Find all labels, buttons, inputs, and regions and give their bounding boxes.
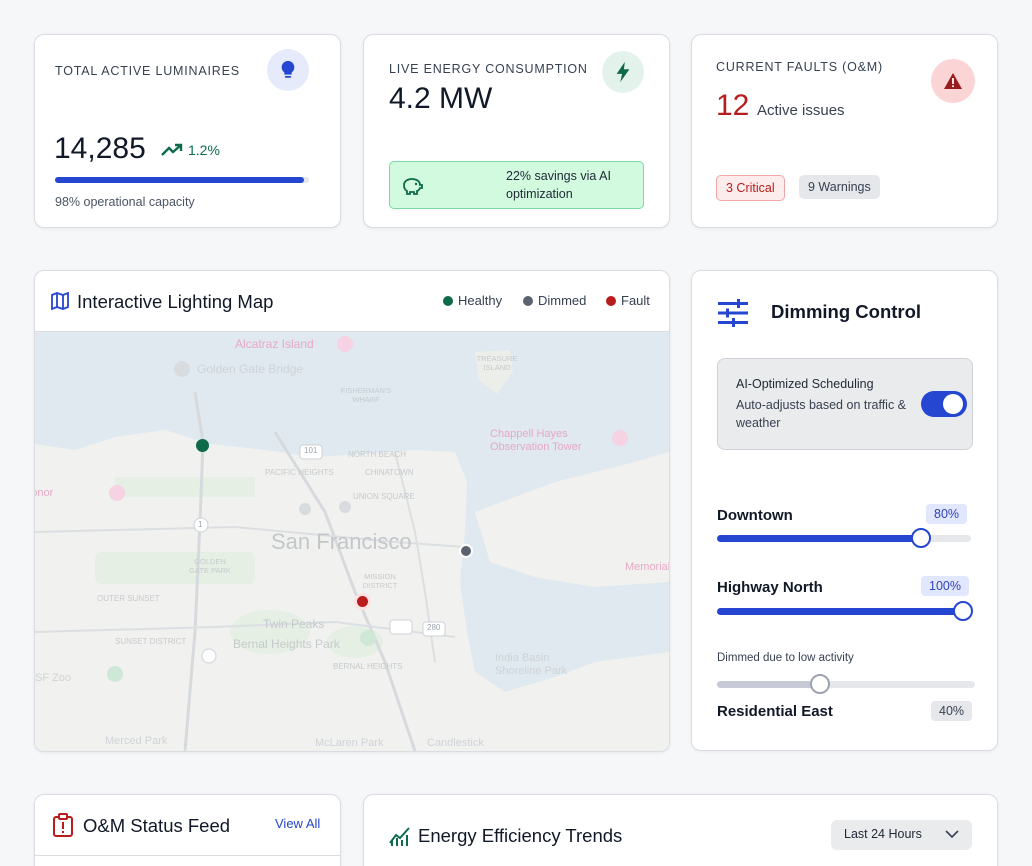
energy-value: 4.2 MW	[389, 82, 493, 115]
toggle-knob	[943, 394, 963, 414]
savings-banner: 22% savings via AI optimization	[389, 161, 644, 209]
map-label-outer-sunset: OUTER SUNSET	[97, 594, 160, 603]
map-label-bernal-heights: BERNAL HEIGHTS	[333, 662, 403, 671]
faults-suffix: Active issues	[757, 102, 845, 119]
ai-scheduling-title: AI-Optimized Scheduling	[736, 377, 874, 391]
trend-up: 1.2%	[160, 142, 220, 158]
dimming-card: Dimming Control AI-Optimized Scheduling …	[691, 270, 998, 751]
zone-downtown-value: 80%	[926, 504, 968, 524]
map-label-zoo: SF Zoo	[35, 672, 72, 684]
range-select[interactable]: Last 24 Hours	[831, 820, 972, 850]
map-label-chinatown: CHINATOWN	[365, 468, 414, 477]
zone-downtown-thumb[interactable]	[911, 528, 931, 548]
legend-healthy: Healthy	[443, 293, 502, 308]
bulb-icon	[267, 49, 309, 91]
clipboard-alert-icon	[53, 813, 73, 837]
map-label-mission: MISSION DISTRICT	[362, 572, 398, 590]
trend-up-icon	[161, 143, 183, 156]
dimming-title: Dimming Control	[771, 301, 922, 322]
map-label-union-square: UNION SQUARE	[353, 492, 415, 501]
zone-highway-thumb[interactable]	[953, 601, 973, 621]
faults-card: CURRENT FAULTS (O&M) 12 Active issues 3 …	[691, 34, 998, 228]
luminaires-label: TOTAL ACTIVE LUMINAIRES	[55, 64, 240, 78]
map-label-india-basin: India Basin Shoreline Park	[495, 652, 568, 677]
zone-residential-note: Dimmed due to low activity	[717, 652, 854, 664]
ai-scheduling-toggle[interactable]	[921, 391, 967, 417]
map-label-treasure: TREASURE ISLAND	[476, 354, 518, 372]
feed-divider	[35, 855, 340, 856]
capacity-caption: 98% operational capacity	[55, 195, 195, 209]
view-all-link[interactable]: View All	[275, 816, 321, 831]
critical-badge[interactable]: 3 Critical	[716, 175, 785, 201]
zone-residential-thumb[interactable]	[810, 674, 830, 694]
energy-label: LIVE ENERGY CONSUMPTION	[389, 62, 588, 76]
legend-dimmed: Dimmed	[523, 293, 586, 308]
legend-fault: Fault	[606, 293, 650, 308]
zone-downtown-label: Downtown	[717, 507, 793, 524]
map-icon	[51, 292, 69, 310]
map-label-golden-gate-park: GOLDEN GATE PARK	[189, 557, 231, 575]
map-label-mclaren: McLaren Park	[315, 737, 384, 749]
faults-count: 12	[716, 89, 750, 122]
faults-label: CURRENT FAULTS (O&M)	[716, 60, 883, 74]
map-label-merced: Merced Park	[105, 735, 168, 747]
savings-text: 22% savings via AI optimization	[506, 169, 611, 201]
map-label-pacific-heights: PACIFIC HEIGHTS	[265, 468, 334, 477]
trends-card: Energy Efficiency Trends Last 24 Hours	[363, 794, 998, 866]
map-label-chappell: Chappell Hayes Observation Tower	[490, 428, 582, 453]
zone-residential-label: Residential East	[717, 703, 833, 720]
map-label-city: San Francisco	[271, 529, 412, 554]
luminaires-value: 14,285	[54, 132, 146, 165]
luminaires-card: TOTAL ACTIVE LUMINAIRES 14,285 1.2% 98% …	[34, 34, 341, 228]
luminaire-marker-healthy[interactable]	[196, 439, 209, 452]
map-header: Interactive Lighting Map Healthy Dimmed …	[35, 271, 669, 332]
warning-icon	[931, 59, 975, 103]
zone-highway-value: 100%	[921, 576, 969, 596]
capacity-bar-fill	[55, 177, 304, 183]
zone-downtown-slider[interactable]	[717, 528, 971, 548]
luminaire-marker-dimmed[interactable]	[459, 544, 473, 558]
luminaire-marker-fault[interactable]	[354, 593, 371, 610]
lighting-map[interactable]: Alcatraz Island Golden Gate Bridge TREAS…	[35, 332, 669, 751]
map-card: Interactive Lighting Map Healthy Dimmed …	[34, 270, 670, 752]
bolt-icon	[602, 51, 644, 93]
zone-residential-slider[interactable]	[717, 674, 975, 694]
map-title: Interactive Lighting Map	[77, 291, 274, 312]
chart-icon	[389, 827, 410, 846]
zone-highway-label: Highway North	[717, 579, 823, 596]
ai-scheduling-panel: AI-Optimized Scheduling Auto-adjusts bas…	[717, 358, 973, 450]
map-label-sunset-district: SUNSET DISTRICT	[115, 637, 187, 646]
map-label-fishermans: FISHERMAN'S WHARF	[340, 386, 392, 404]
ai-scheduling-desc: Auto-adjusts based on traffic & weather	[736, 398, 907, 430]
feed-card: O&M Status Feed View All	[34, 794, 341, 866]
map-label-hw-280: 280	[427, 623, 441, 632]
map-label-north-beach: NORTH BEACH	[348, 450, 407, 459]
map-label-memorial: Memorial	[625, 561, 669, 573]
capacity-bar	[55, 177, 309, 183]
map-label-bernal: Bernal Heights Park	[233, 637, 340, 651]
trend-value: 1.2%	[188, 142, 220, 158]
trends-title: Energy Efficiency Trends	[418, 825, 623, 846]
map-label-alcatraz: Alcatraz Island	[235, 337, 314, 351]
map-label-golden-gate: Golden Gate Bridge	[197, 362, 304, 376]
map-label-hw-1: 1	[198, 520, 203, 529]
map-label-candlestick: Candlestick	[427, 737, 484, 749]
piggy-bank-icon	[403, 178, 423, 195]
zone-highway-slider[interactable]	[717, 601, 973, 621]
feed-title: O&M Status Feed	[83, 815, 231, 836]
map-label-twin-peaks: Twin Peaks	[263, 617, 325, 631]
map-label-hw-101: 101	[304, 446, 318, 455]
zone-residential-value: 40%	[931, 701, 973, 721]
chevron-down-icon	[945, 830, 959, 839]
energy-card: LIVE ENERGY CONSUMPTION 4.2 MW 22% savin…	[363, 34, 670, 228]
warnings-badge[interactable]: 9 Warnings	[799, 175, 880, 199]
range-select-value: Last 24 Hours	[844, 827, 922, 841]
map-label-honor: Legion of Honor	[35, 487, 54, 499]
sliders-icon	[718, 299, 748, 327]
